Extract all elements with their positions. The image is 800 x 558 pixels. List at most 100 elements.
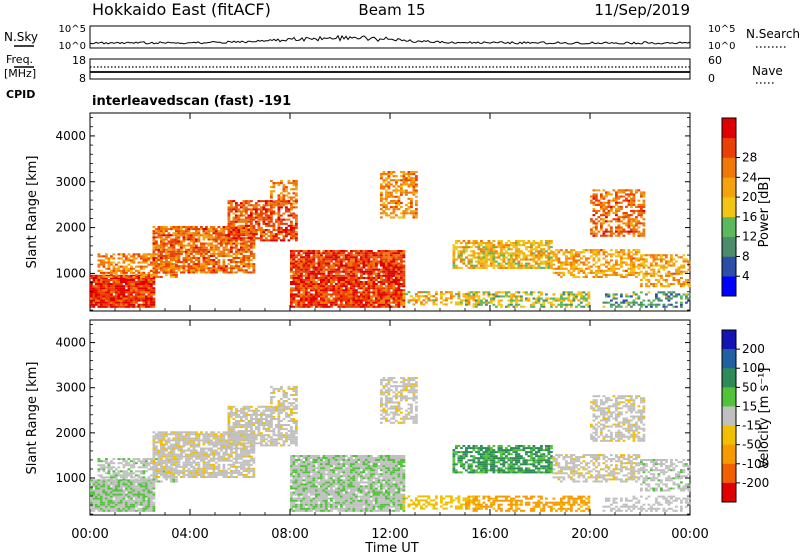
power-cell bbox=[163, 249, 166, 251]
power-cell bbox=[373, 277, 376, 279]
power-cell bbox=[388, 302, 391, 304]
power-cell bbox=[310, 256, 313, 258]
power-cell bbox=[370, 302, 373, 304]
power-cell bbox=[623, 276, 626, 278]
power-cell bbox=[365, 254, 368, 256]
power-cell bbox=[340, 265, 343, 267]
power-cell bbox=[610, 259, 613, 261]
power-cell bbox=[288, 208, 291, 210]
power-cell bbox=[425, 297, 428, 299]
power-cell bbox=[303, 275, 306, 277]
power-cell bbox=[608, 202, 611, 204]
power-cell bbox=[668, 291, 671, 293]
power-cell bbox=[163, 271, 166, 273]
power-cell bbox=[540, 304, 543, 306]
power-cell bbox=[460, 259, 463, 261]
power-cell bbox=[308, 262, 311, 264]
power-cell bbox=[148, 306, 151, 308]
power-cell bbox=[103, 285, 106, 287]
power-cell bbox=[315, 295, 318, 297]
power-cell bbox=[110, 285, 113, 287]
power-cell bbox=[175, 267, 178, 269]
power-cell bbox=[263, 229, 266, 231]
power-cell bbox=[605, 216, 608, 218]
power-cell bbox=[115, 306, 118, 308]
power-cell bbox=[538, 246, 541, 248]
power-cell bbox=[390, 265, 393, 267]
power-cell bbox=[285, 235, 288, 237]
power-cell bbox=[613, 189, 616, 191]
power-cell bbox=[625, 212, 628, 214]
power-cell bbox=[580, 251, 583, 253]
power-cell bbox=[550, 302, 553, 304]
power-cell bbox=[398, 190, 401, 192]
power-cell bbox=[213, 245, 216, 247]
power-cell bbox=[635, 276, 638, 278]
power-cell bbox=[498, 267, 501, 269]
power-cell bbox=[233, 208, 236, 210]
power-cell bbox=[305, 293, 308, 295]
power-cell bbox=[363, 281, 366, 283]
power-cell bbox=[338, 304, 341, 306]
power-cell bbox=[595, 274, 598, 276]
power-cell bbox=[320, 260, 323, 262]
power-cell bbox=[135, 253, 138, 255]
power-cell bbox=[243, 221, 246, 223]
power-cell bbox=[385, 267, 388, 269]
power-cell bbox=[575, 306, 578, 308]
power-cell bbox=[245, 200, 248, 202]
power-cell bbox=[385, 179, 388, 181]
power-cell bbox=[110, 287, 113, 289]
power-cell bbox=[538, 254, 541, 256]
power-cell bbox=[380, 260, 383, 262]
power-cell bbox=[620, 293, 623, 295]
power-cell bbox=[245, 271, 248, 273]
power-cell bbox=[165, 243, 168, 245]
power-cell bbox=[533, 265, 536, 267]
power-cell bbox=[380, 188, 383, 190]
power-cell bbox=[333, 298, 336, 300]
power-cell bbox=[405, 204, 408, 206]
power-cell bbox=[615, 226, 618, 228]
power-cell bbox=[400, 188, 403, 190]
power-cell bbox=[240, 229, 243, 231]
power-cell bbox=[640, 304, 643, 306]
power-cell bbox=[560, 295, 563, 297]
power-cell bbox=[633, 302, 636, 304]
power-cell bbox=[215, 257, 218, 259]
power-cell bbox=[303, 271, 306, 273]
power-cell bbox=[545, 265, 548, 267]
power-cell bbox=[173, 269, 176, 271]
power-cell bbox=[355, 302, 358, 304]
power-cell bbox=[593, 204, 596, 206]
power-cell bbox=[345, 289, 348, 291]
power-cell bbox=[310, 273, 313, 275]
power-cell bbox=[103, 274, 106, 276]
power-cell bbox=[308, 293, 311, 295]
power-cell bbox=[325, 265, 328, 267]
power-cell bbox=[403, 300, 406, 302]
power-cell bbox=[478, 242, 481, 244]
power-cell bbox=[203, 238, 206, 240]
power-cell bbox=[498, 257, 501, 259]
power-cell bbox=[500, 304, 503, 306]
power-cell bbox=[188, 249, 191, 251]
power-cell bbox=[345, 283, 348, 285]
power-cell bbox=[560, 272, 563, 274]
power-cell bbox=[415, 293, 418, 295]
power-cell bbox=[375, 256, 378, 258]
power-cell bbox=[475, 295, 478, 297]
power-cell bbox=[345, 291, 348, 293]
velocity-cell bbox=[103, 490, 106, 492]
power-cell bbox=[223, 263, 226, 265]
power-cell bbox=[218, 259, 221, 261]
power-cell bbox=[388, 265, 391, 267]
power-cell bbox=[253, 267, 256, 269]
power-cell bbox=[305, 260, 308, 262]
power-cell bbox=[465, 298, 468, 300]
power-cell bbox=[313, 271, 316, 273]
power-cell bbox=[318, 285, 321, 287]
power-cell bbox=[108, 259, 111, 261]
power-cell bbox=[228, 223, 231, 225]
power-cell bbox=[503, 295, 506, 297]
